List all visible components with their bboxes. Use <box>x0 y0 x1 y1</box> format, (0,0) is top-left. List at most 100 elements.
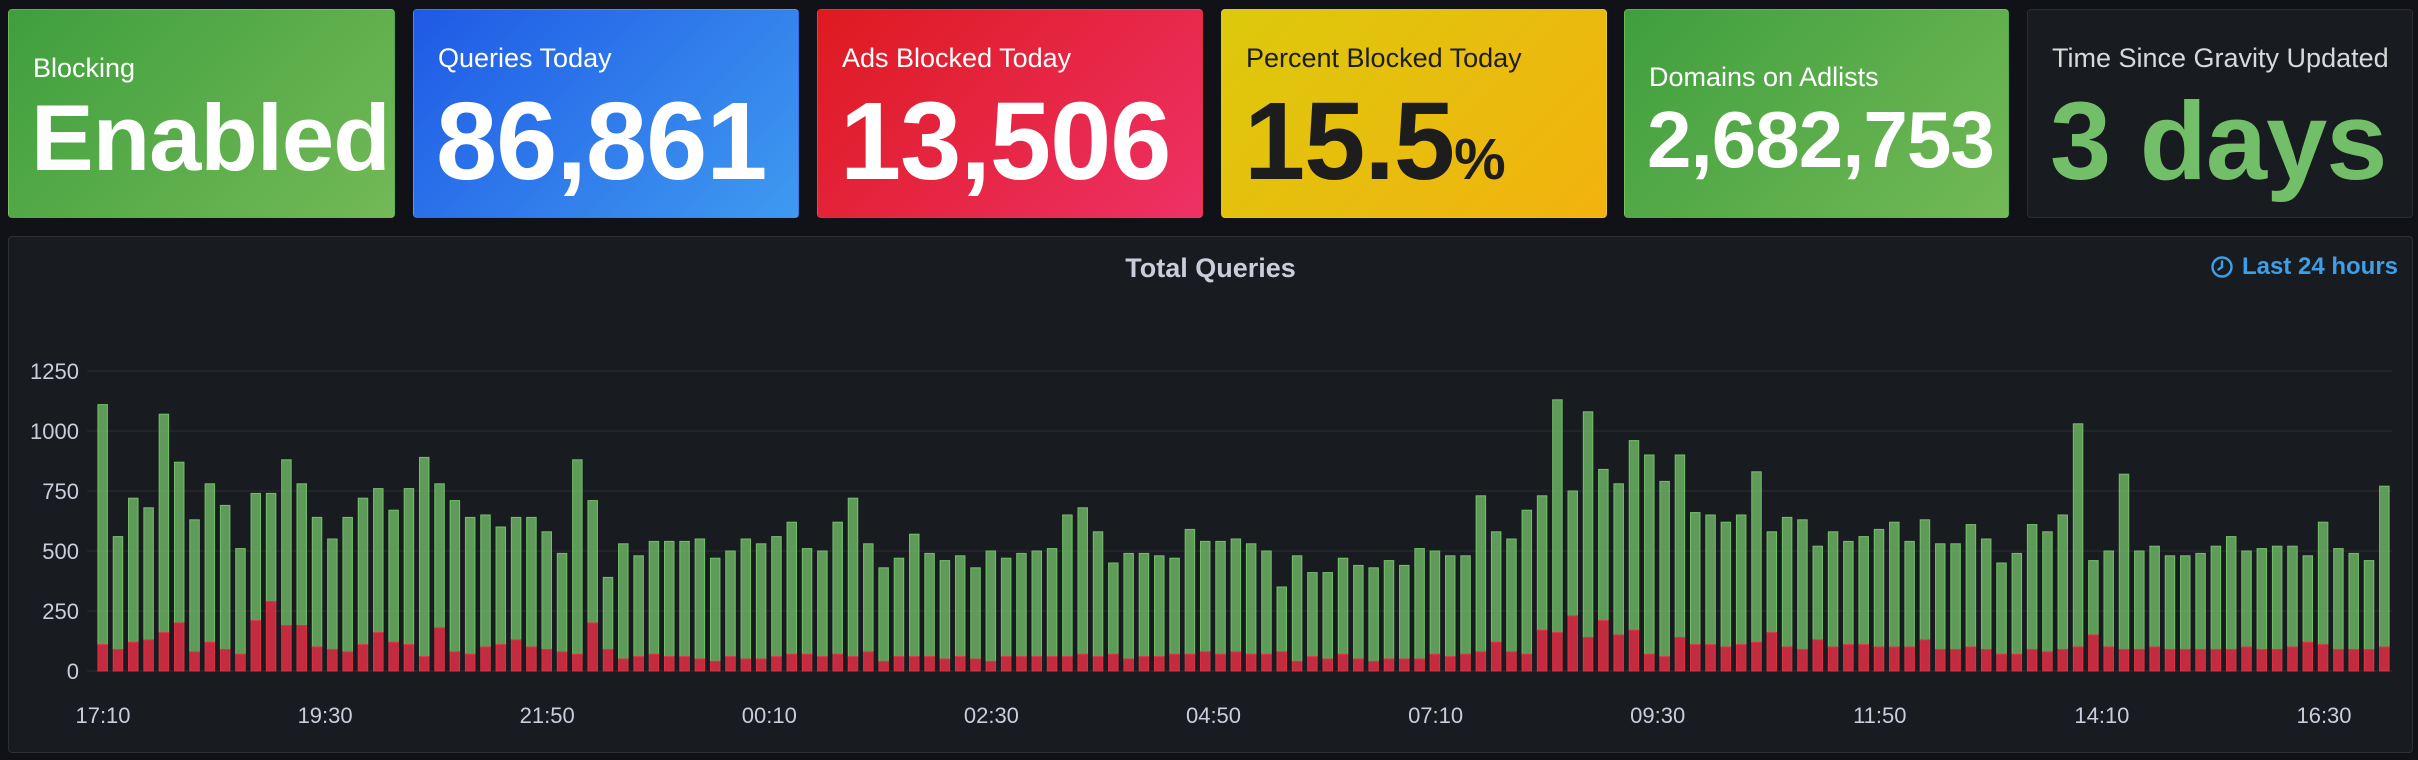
total-queries-panel: 0 250 500 750 1000 1250 17:10 19:30 21:50 00:10 02… <box>8 236 2413 753</box>
bar-permitted <box>2057 514 2069 650</box>
bar-permitted <box>434 483 445 629</box>
bar-blocked <box>1062 656 1073 672</box>
bar-blocked <box>618 658 629 672</box>
bar-blocked <box>771 656 782 672</box>
bar-blocked <box>1184 653 1196 672</box>
bar-blocked <box>1092 656 1104 672</box>
bar-permitted <box>1965 524 1977 648</box>
bar-blocked <box>1735 644 1747 672</box>
bar-permitted <box>1383 560 1395 660</box>
bar-blocked <box>1904 646 1915 672</box>
bar-permitted <box>1781 516 1793 648</box>
bar-blocked <box>342 651 353 672</box>
chart-title: Total Queries <box>1125 253 1296 283</box>
bar-blocked <box>709 660 721 672</box>
bar-permitted <box>1766 531 1778 634</box>
bar-permitted <box>755 543 767 660</box>
bar-permitted <box>2195 552 2206 650</box>
bar-blocked <box>847 656 859 672</box>
bar-permitted <box>1307 572 1318 658</box>
bar-blocked <box>418 656 430 672</box>
bar-blocked <box>2241 646 2252 672</box>
bar-permitted <box>1567 490 1578 617</box>
bar-blocked <box>694 658 706 672</box>
bar-blocked <box>2164 648 2176 672</box>
bar-permitted <box>265 492 277 602</box>
bar-permitted <box>1092 531 1104 658</box>
bar-permitted <box>2302 555 2314 643</box>
bar-permitted <box>1230 538 1242 653</box>
ads-blocked-value: 13,506 <box>840 80 1171 203</box>
bar-blocked <box>1322 658 1333 672</box>
bar-permitted <box>709 557 721 662</box>
bar-blocked <box>1199 651 1211 672</box>
bar-blocked <box>1276 651 1288 672</box>
bar-blocked <box>832 653 843 672</box>
bar-blocked <box>1383 658 1395 672</box>
bar-permitted <box>250 492 262 622</box>
bar-blocked <box>1291 660 1303 672</box>
bar-blocked <box>2103 646 2114 672</box>
bar-permitted <box>1399 564 1410 660</box>
bar-permitted <box>2118 473 2130 650</box>
ads-blocked-card: Ads Blocked Today 13,506 <box>817 9 1203 218</box>
bar-permitted <box>2042 531 2053 653</box>
bar-blocked <box>143 639 154 672</box>
bar-blocked <box>1169 653 1180 672</box>
bar-permitted <box>510 516 522 641</box>
bar-permitted <box>403 488 415 646</box>
clock-icon <box>2211 256 2233 278</box>
bar-blocked <box>1000 656 1012 672</box>
bar-blocked <box>1215 653 1226 672</box>
bar-permitted <box>1506 538 1517 653</box>
time-range-picker[interactable]: Last 24 hours <box>2210 253 2398 281</box>
x-tick-label: 04:50 <box>1186 703 1241 728</box>
bar-permitted <box>2379 485 2390 648</box>
bar-blocked <box>2225 648 2237 672</box>
bar-blocked <box>1659 656 1670 672</box>
bar-blocked <box>602 648 614 672</box>
bar-blocked <box>587 622 598 672</box>
bar-permitted <box>1582 411 1594 638</box>
percent-blocked-value: 15.5% <box>1244 78 1506 205</box>
bar-permitted <box>725 550 736 658</box>
bar-permitted <box>572 459 583 655</box>
time-range-label: Last 24 hours <box>2241 253 2398 280</box>
bar-permitted <box>1460 555 1471 655</box>
bar-permitted <box>173 461 185 624</box>
bar-permitted <box>464 516 476 655</box>
bar-permitted <box>2088 560 2099 636</box>
bar-blocked <box>893 656 905 672</box>
x-tick-label: 11:50 <box>1853 703 1906 728</box>
bar-permitted <box>1169 557 1180 655</box>
bar-permitted <box>281 459 292 626</box>
bar-blocked <box>2180 648 2191 672</box>
queries-today-value: 86,861 <box>436 80 767 203</box>
bar-permitted <box>1827 531 1839 648</box>
bar-permitted <box>771 536 782 658</box>
bar-blocked <box>1858 644 1869 672</box>
bar-blocked <box>648 653 660 672</box>
bar-permitted <box>633 555 644 658</box>
bar-blocked <box>755 658 767 672</box>
bar-permitted <box>204 483 216 643</box>
bar-blocked <box>1613 634 1624 672</box>
bar-permitted <box>189 519 200 653</box>
bar-blocked <box>801 653 813 672</box>
bar-blocked <box>786 653 798 672</box>
bar-permitted <box>1751 471 1762 643</box>
bar-blocked <box>1598 620 1609 672</box>
bar-blocked <box>2256 648 2268 672</box>
bar-blocked <box>2118 648 2130 672</box>
bar-permitted <box>2011 552 2023 655</box>
bar-blocked <box>1429 653 1441 672</box>
x-tick-label: 16:30 <box>2296 703 2351 728</box>
bar-permitted <box>1797 519 1808 650</box>
x-tick-label: 07:10 <box>1408 703 1463 728</box>
bar-blocked <box>158 632 170 672</box>
gravity-updated-value: 3 days <box>2050 80 2387 203</box>
bar-blocked <box>1843 644 1854 672</box>
bar-permitted <box>219 504 231 650</box>
bar-blocked <box>725 656 736 672</box>
bar-permitted <box>112 536 124 650</box>
